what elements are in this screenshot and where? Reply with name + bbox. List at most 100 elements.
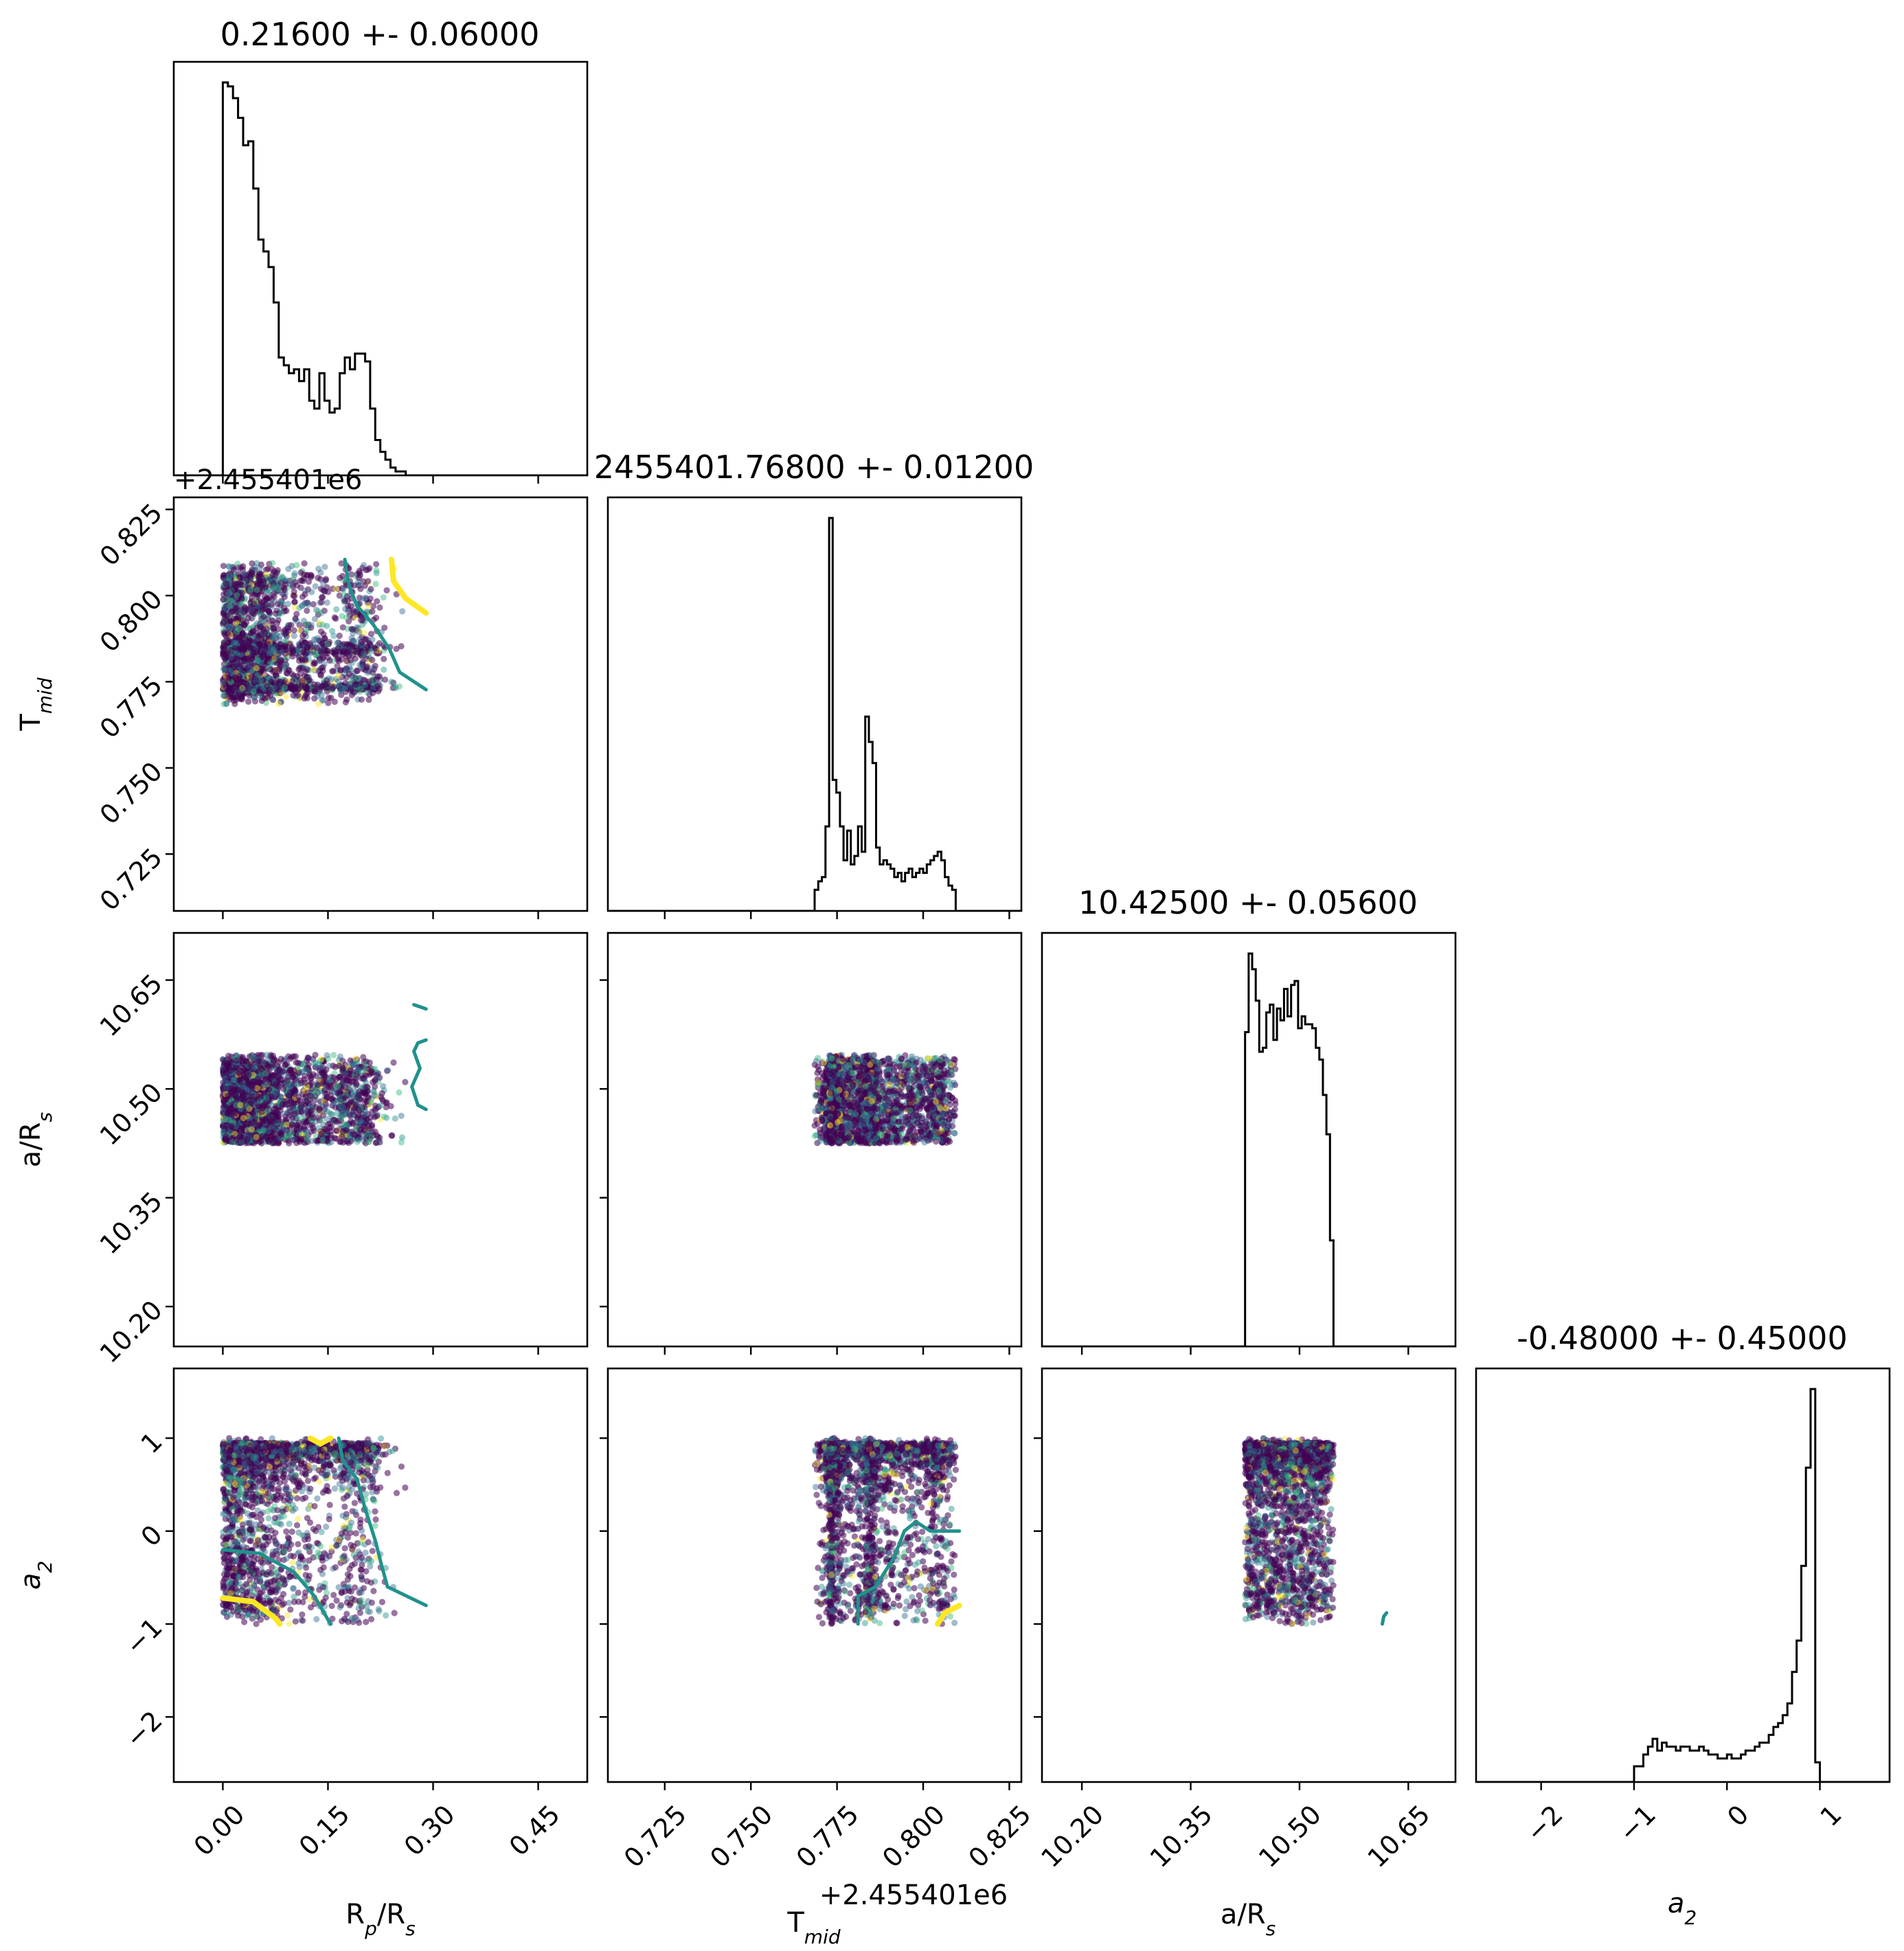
scatter-point [332, 1063, 339, 1070]
scatter-point [315, 565, 322, 572]
scatter-point [337, 667, 344, 675]
scatter-point [365, 602, 372, 609]
scatter-point [374, 598, 381, 605]
scatter-point [329, 685, 336, 692]
scatter-point [369, 636, 376, 643]
scatter-point [224, 612, 231, 619]
scatter-point [291, 572, 298, 579]
scatter-point [295, 692, 302, 699]
scatter-point [353, 667, 360, 675]
scatter-point [288, 622, 295, 629]
scatter-point [256, 665, 262, 672]
scatter-point [355, 581, 362, 588]
scatter-point [303, 620, 310, 627]
scatter-point [324, 622, 330, 629]
scatter-point [345, 618, 352, 625]
scatter-point [223, 603, 230, 610]
scatter-point [220, 640, 227, 647]
scatter-point [240, 682, 247, 689]
scatter-point [310, 641, 317, 648]
scatter-point [221, 692, 228, 699]
scatter-point [350, 1061, 357, 1068]
scatter-point [373, 614, 380, 622]
scatter-point [361, 629, 367, 636]
scatter-point [329, 628, 336, 635]
scatter-point [358, 617, 365, 624]
scatter-point [235, 570, 242, 578]
scatter-point [353, 624, 361, 631]
scatter-point [317, 569, 324, 576]
scatter-point [295, 653, 302, 660]
scatter-point [289, 646, 296, 653]
scatter-point [355, 582, 362, 589]
scatter-point [223, 622, 230, 629]
scatter-point [260, 650, 267, 657]
scatter-point [235, 613, 242, 621]
scatter-point [267, 692, 274, 699]
scatter-point [275, 700, 282, 708]
scatter-point [239, 685, 246, 692]
scatter-point [349, 642, 356, 650]
scatter-point [380, 1083, 387, 1090]
scatter-point [292, 1053, 299, 1060]
scatter-point [330, 678, 337, 685]
panel-rp-ars [166, 932, 589, 1355]
scatter-point [264, 683, 271, 690]
scatter-point [264, 566, 271, 573]
scatter-point [245, 585, 252, 591]
scatter-point [370, 1089, 377, 1096]
scatter-point [346, 612, 353, 619]
scatter-point [265, 650, 272, 657]
scatter-point [230, 566, 238, 573]
scatter-point [270, 580, 277, 587]
scatter-point [350, 638, 358, 644]
scatter-point [231, 663, 238, 670]
scatter-point [268, 679, 275, 686]
scatter-point [247, 685, 253, 692]
scatter-point [334, 1110, 341, 1117]
scatter-point [250, 688, 257, 695]
scatter-point [300, 618, 308, 624]
scatter-point [396, 1089, 403, 1096]
scatter-point [301, 695, 308, 702]
scatter-point [361, 677, 369, 684]
scatter-point [258, 679, 264, 687]
scatter-point [299, 1115, 306, 1122]
scatter-point [240, 686, 247, 692]
scatter-point [315, 611, 321, 618]
scatter-point [356, 574, 363, 581]
scatter-point [335, 677, 342, 685]
scatter-point [250, 646, 258, 653]
scatter-point [291, 633, 297, 640]
scatter-point [231, 580, 238, 587]
scatter-point [297, 642, 304, 649]
scatter-point [360, 1054, 367, 1061]
scatter-point [319, 682, 327, 689]
scatter-point [234, 592, 240, 599]
scatter-point [239, 632, 246, 639]
scatter-point [234, 561, 241, 567]
scatter-point [350, 630, 356, 637]
scatter-point [227, 685, 234, 692]
contours-rp-tmid [343, 556, 429, 692]
scatter-point [250, 651, 257, 658]
scatter-point [348, 635, 355, 642]
scatter-point [274, 584, 281, 591]
scatter-point [316, 619, 323, 626]
scatter-point [324, 688, 330, 695]
panels-layer [166, 60, 1891, 1790]
scatter-point [233, 694, 240, 701]
scatter-point [262, 584, 269, 591]
scatter-point [365, 599, 372, 606]
scatter-point [361, 1065, 369, 1072]
scatter-point [237, 579, 244, 586]
scatter-point [364, 669, 372, 676]
scatter-point [365, 668, 372, 675]
scatter-point [224, 590, 231, 598]
scatter-point [312, 1063, 319, 1070]
scatter-point [370, 602, 377, 609]
scatter-point [317, 576, 324, 583]
histogram-tmid [608, 517, 1021, 911]
scatter-point [350, 675, 356, 681]
scatter-point [385, 1067, 392, 1074]
